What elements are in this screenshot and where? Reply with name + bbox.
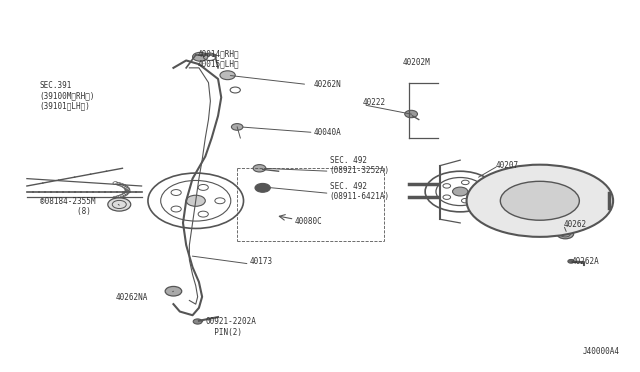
Text: J40000A4: J40000A4 bbox=[582, 347, 620, 356]
Text: 40262: 40262 bbox=[564, 220, 587, 229]
Circle shape bbox=[513, 206, 524, 211]
Circle shape bbox=[253, 164, 266, 172]
Text: 40262N: 40262N bbox=[314, 80, 341, 89]
Text: SEC. 492
(08911-6421A): SEC. 492 (08911-6421A) bbox=[330, 182, 390, 201]
Text: 40262A: 40262A bbox=[572, 257, 600, 266]
Text: SEC. 492
(08921-3252A): SEC. 492 (08921-3252A) bbox=[330, 156, 390, 175]
Circle shape bbox=[232, 124, 243, 130]
Text: 40222: 40222 bbox=[363, 99, 386, 108]
Circle shape bbox=[524, 192, 556, 210]
Circle shape bbox=[193, 52, 208, 61]
Circle shape bbox=[255, 183, 270, 192]
Text: 40014〈RH〉
40015〈LH〉: 40014〈RH〉 40015〈LH〉 bbox=[197, 49, 239, 68]
Ellipse shape bbox=[467, 165, 613, 237]
Text: 40207: 40207 bbox=[495, 161, 518, 170]
Text: 40173: 40173 bbox=[250, 257, 273, 266]
Circle shape bbox=[513, 190, 524, 196]
Circle shape bbox=[404, 110, 417, 118]
Text: 40202M: 40202M bbox=[403, 58, 431, 67]
Circle shape bbox=[543, 210, 553, 216]
Text: SEC.391
(39100M〈RH〉)
(39101〈LH〉): SEC.391 (39100M〈RH〉) (39101〈LH〉) bbox=[40, 81, 95, 110]
Text: 00921-2202A
  PIN(2): 00921-2202A PIN(2) bbox=[205, 317, 256, 337]
Ellipse shape bbox=[500, 181, 579, 220]
Circle shape bbox=[193, 319, 202, 324]
Circle shape bbox=[220, 71, 236, 80]
Circle shape bbox=[543, 185, 553, 191]
Circle shape bbox=[561, 198, 572, 204]
Text: 40080C: 40080C bbox=[294, 217, 323, 225]
Circle shape bbox=[557, 229, 573, 239]
Circle shape bbox=[108, 198, 131, 211]
Circle shape bbox=[186, 195, 205, 206]
Text: 40262NA: 40262NA bbox=[116, 293, 148, 302]
Text: 40040A: 40040A bbox=[314, 128, 341, 137]
Circle shape bbox=[452, 187, 468, 196]
Circle shape bbox=[165, 286, 182, 296]
Text: ®08184-2355M
        (8): ®08184-2355M (8) bbox=[40, 197, 95, 216]
Circle shape bbox=[531, 195, 549, 206]
Circle shape bbox=[568, 260, 574, 263]
